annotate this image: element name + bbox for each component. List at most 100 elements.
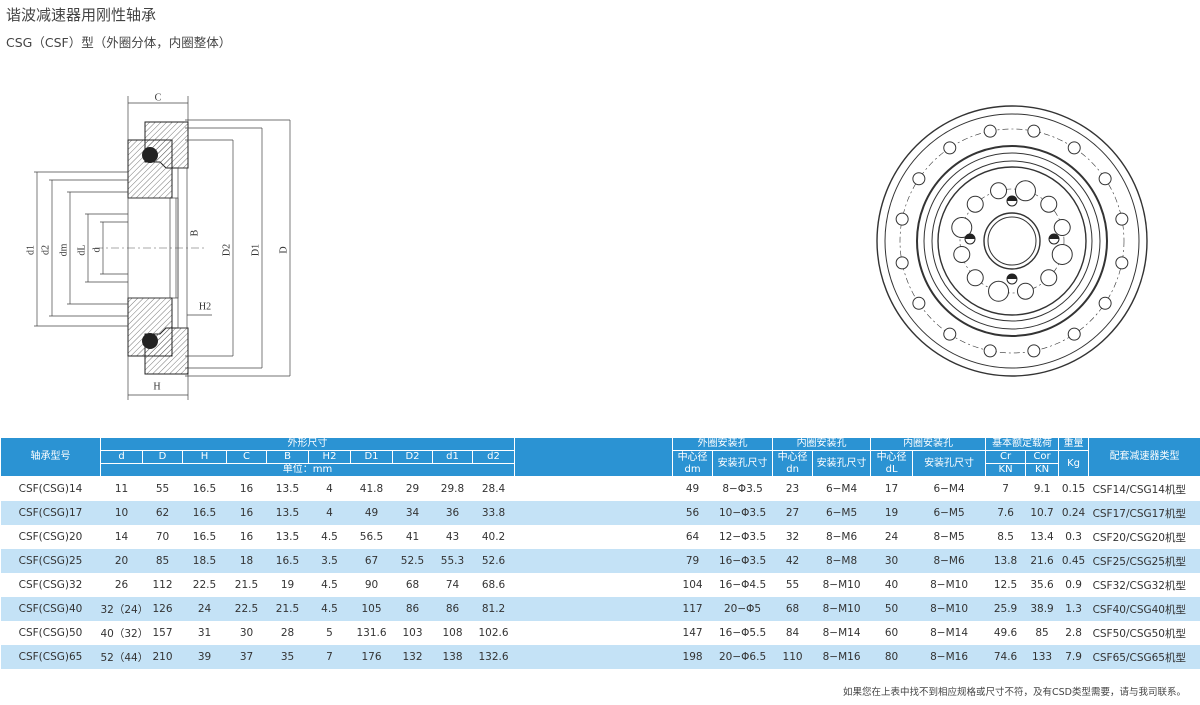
table-cell: 31 <box>197 627 212 639</box>
table-cell: 132.6 <box>472 645 515 669</box>
table-cell: 8−M16 <box>912 645 986 669</box>
table-cell: CSF20/CSG20机型 <box>1092 531 1186 544</box>
inner-hole <box>1051 243 1073 265</box>
table-cell: CSF17/CSG17机型 <box>1088 501 1200 525</box>
roller <box>142 333 158 349</box>
table-cell: 110 <box>772 645 813 669</box>
gap-cell <box>515 477 673 502</box>
header-cell: C <box>226 450 267 464</box>
header-cell: H <box>182 450 227 464</box>
table-cell: 16.5 <box>182 501 227 525</box>
header-cell: d2 <box>471 450 516 464</box>
gap-cell <box>514 597 673 621</box>
header-cell: 中心径 dL <box>870 450 914 477</box>
header-cell: 安装孔尺寸 <box>712 450 774 477</box>
table-cell: 20−Φ6.5 <box>712 645 773 669</box>
table-cell: 85 <box>142 549 183 573</box>
header-gap <box>514 437 674 477</box>
dimension-label: d1 <box>25 245 36 255</box>
inner-hole <box>990 182 1008 200</box>
table-cell: 4.5 <box>308 597 351 621</box>
table-cell: 60 <box>884 627 899 639</box>
table-cell: 86 <box>392 597 433 621</box>
table-cell: 6−M4 <box>933 483 965 495</box>
table-cell: 21.5 <box>234 579 259 591</box>
header-cell: 外圈安装孔 <box>672 437 774 451</box>
dimension-label: H2 <box>199 301 211 312</box>
table-cell: 126 <box>142 597 183 621</box>
table-cell: 39 <box>182 645 227 669</box>
cross-section-drawing: d1 d2 dm dL d D2 D1 D C H B H2 <box>25 92 291 400</box>
table-cell: 30 <box>239 627 254 639</box>
table-cell: 70 <box>155 531 170 543</box>
table-cell: 13.4 <box>1030 531 1054 543</box>
table-cell: 13.5 <box>275 531 300 543</box>
table-cell: 0.24 <box>1058 501 1089 525</box>
gap-cell <box>514 501 673 525</box>
table-cell: 4.5 <box>321 531 338 543</box>
inner-ring <box>923 152 1101 330</box>
table-cell: 11 <box>114 483 129 495</box>
table-cell: 0.3 <box>1065 531 1082 543</box>
header-cell: 中心径 dn <box>772 450 814 477</box>
gap-cell <box>515 525 673 549</box>
table-cell: 8−M10 <box>822 579 861 591</box>
table-cell: 55.3 <box>432 549 473 573</box>
table-cell: 157 <box>152 627 173 639</box>
center-symbol: dm <box>684 463 701 475</box>
outer-edge <box>876 105 1148 377</box>
dimension-label: D2 <box>221 244 232 256</box>
inner-hole <box>1014 180 1036 202</box>
table-cell: 74 <box>445 579 460 591</box>
table-cell: 52.5 <box>392 549 433 573</box>
title: 谐波减速器用刚性轴承 <box>6 6 157 24</box>
inner-ring <box>931 160 1093 322</box>
table-cell: 23 <box>785 483 800 495</box>
outer-hole <box>983 124 997 138</box>
dimension-label: d <box>91 248 102 253</box>
table-cell: 8−Φ3.5 <box>722 483 763 495</box>
table-row: CSF(CSG)17 10 62 16.5 16 13.5 4 49 34 36 33.8 56 10−… <box>0 501 1200 525</box>
table-cell: 32 <box>785 531 800 543</box>
pin-marker-fill <box>1049 234 1059 239</box>
header-cell: D1 <box>350 450 393 464</box>
inner-hole <box>1040 269 1058 287</box>
subtitle: CSG（CSF）型（外圈分体，内圈整体） <box>6 35 232 50</box>
table-cell: 36 <box>432 501 473 525</box>
inner-hole <box>988 280 1010 302</box>
table-cell: 20−Φ5 <box>712 597 773 621</box>
table-cell: 6−M5 <box>812 501 871 525</box>
table-cell: CSF(CSG)20 <box>18 531 83 543</box>
outer-hole <box>1115 256 1129 270</box>
table-cell: CSF(CSG)50 <box>18 627 83 639</box>
table-cell: 49 <box>685 483 700 495</box>
table-cell: 41 <box>405 531 420 543</box>
inner-hole <box>966 269 984 287</box>
table-cell: CSF32/CSG32机型 <box>1092 579 1186 592</box>
table-cell: 16 <box>226 501 267 525</box>
header-cell: 重量 <box>1058 437 1090 451</box>
table-cell: 8−M16 <box>812 645 871 669</box>
unit-cell: 单位：mm <box>99 463 516 477</box>
table-cell: 131.6 <box>356 627 387 639</box>
table-cell: 16.5 <box>192 531 217 543</box>
table-cell: 81.2 <box>472 597 515 621</box>
table-cell: 55 <box>785 579 800 591</box>
center-symbol: dn <box>786 463 799 475</box>
inner-hole <box>951 217 973 239</box>
outer-hole <box>912 296 926 310</box>
gap-cell <box>515 573 673 597</box>
table-cell: 0.15 <box>1061 483 1086 495</box>
table-cell: 28 <box>280 627 295 639</box>
header-cell: 内圈安装孔 <box>870 437 987 451</box>
gap-cell <box>514 645 673 669</box>
inner-hole <box>966 195 984 213</box>
header-cell: d <box>100 450 143 464</box>
bore <box>983 212 1041 270</box>
table-cell: 26 <box>114 579 129 591</box>
header-cell: 配套减速器类型 <box>1088 437 1200 477</box>
table-cell: 7.6 <box>985 501 1026 525</box>
table-cell: CSF(CSG)40 <box>0 597 101 621</box>
table-cell: 20 <box>100 549 143 573</box>
